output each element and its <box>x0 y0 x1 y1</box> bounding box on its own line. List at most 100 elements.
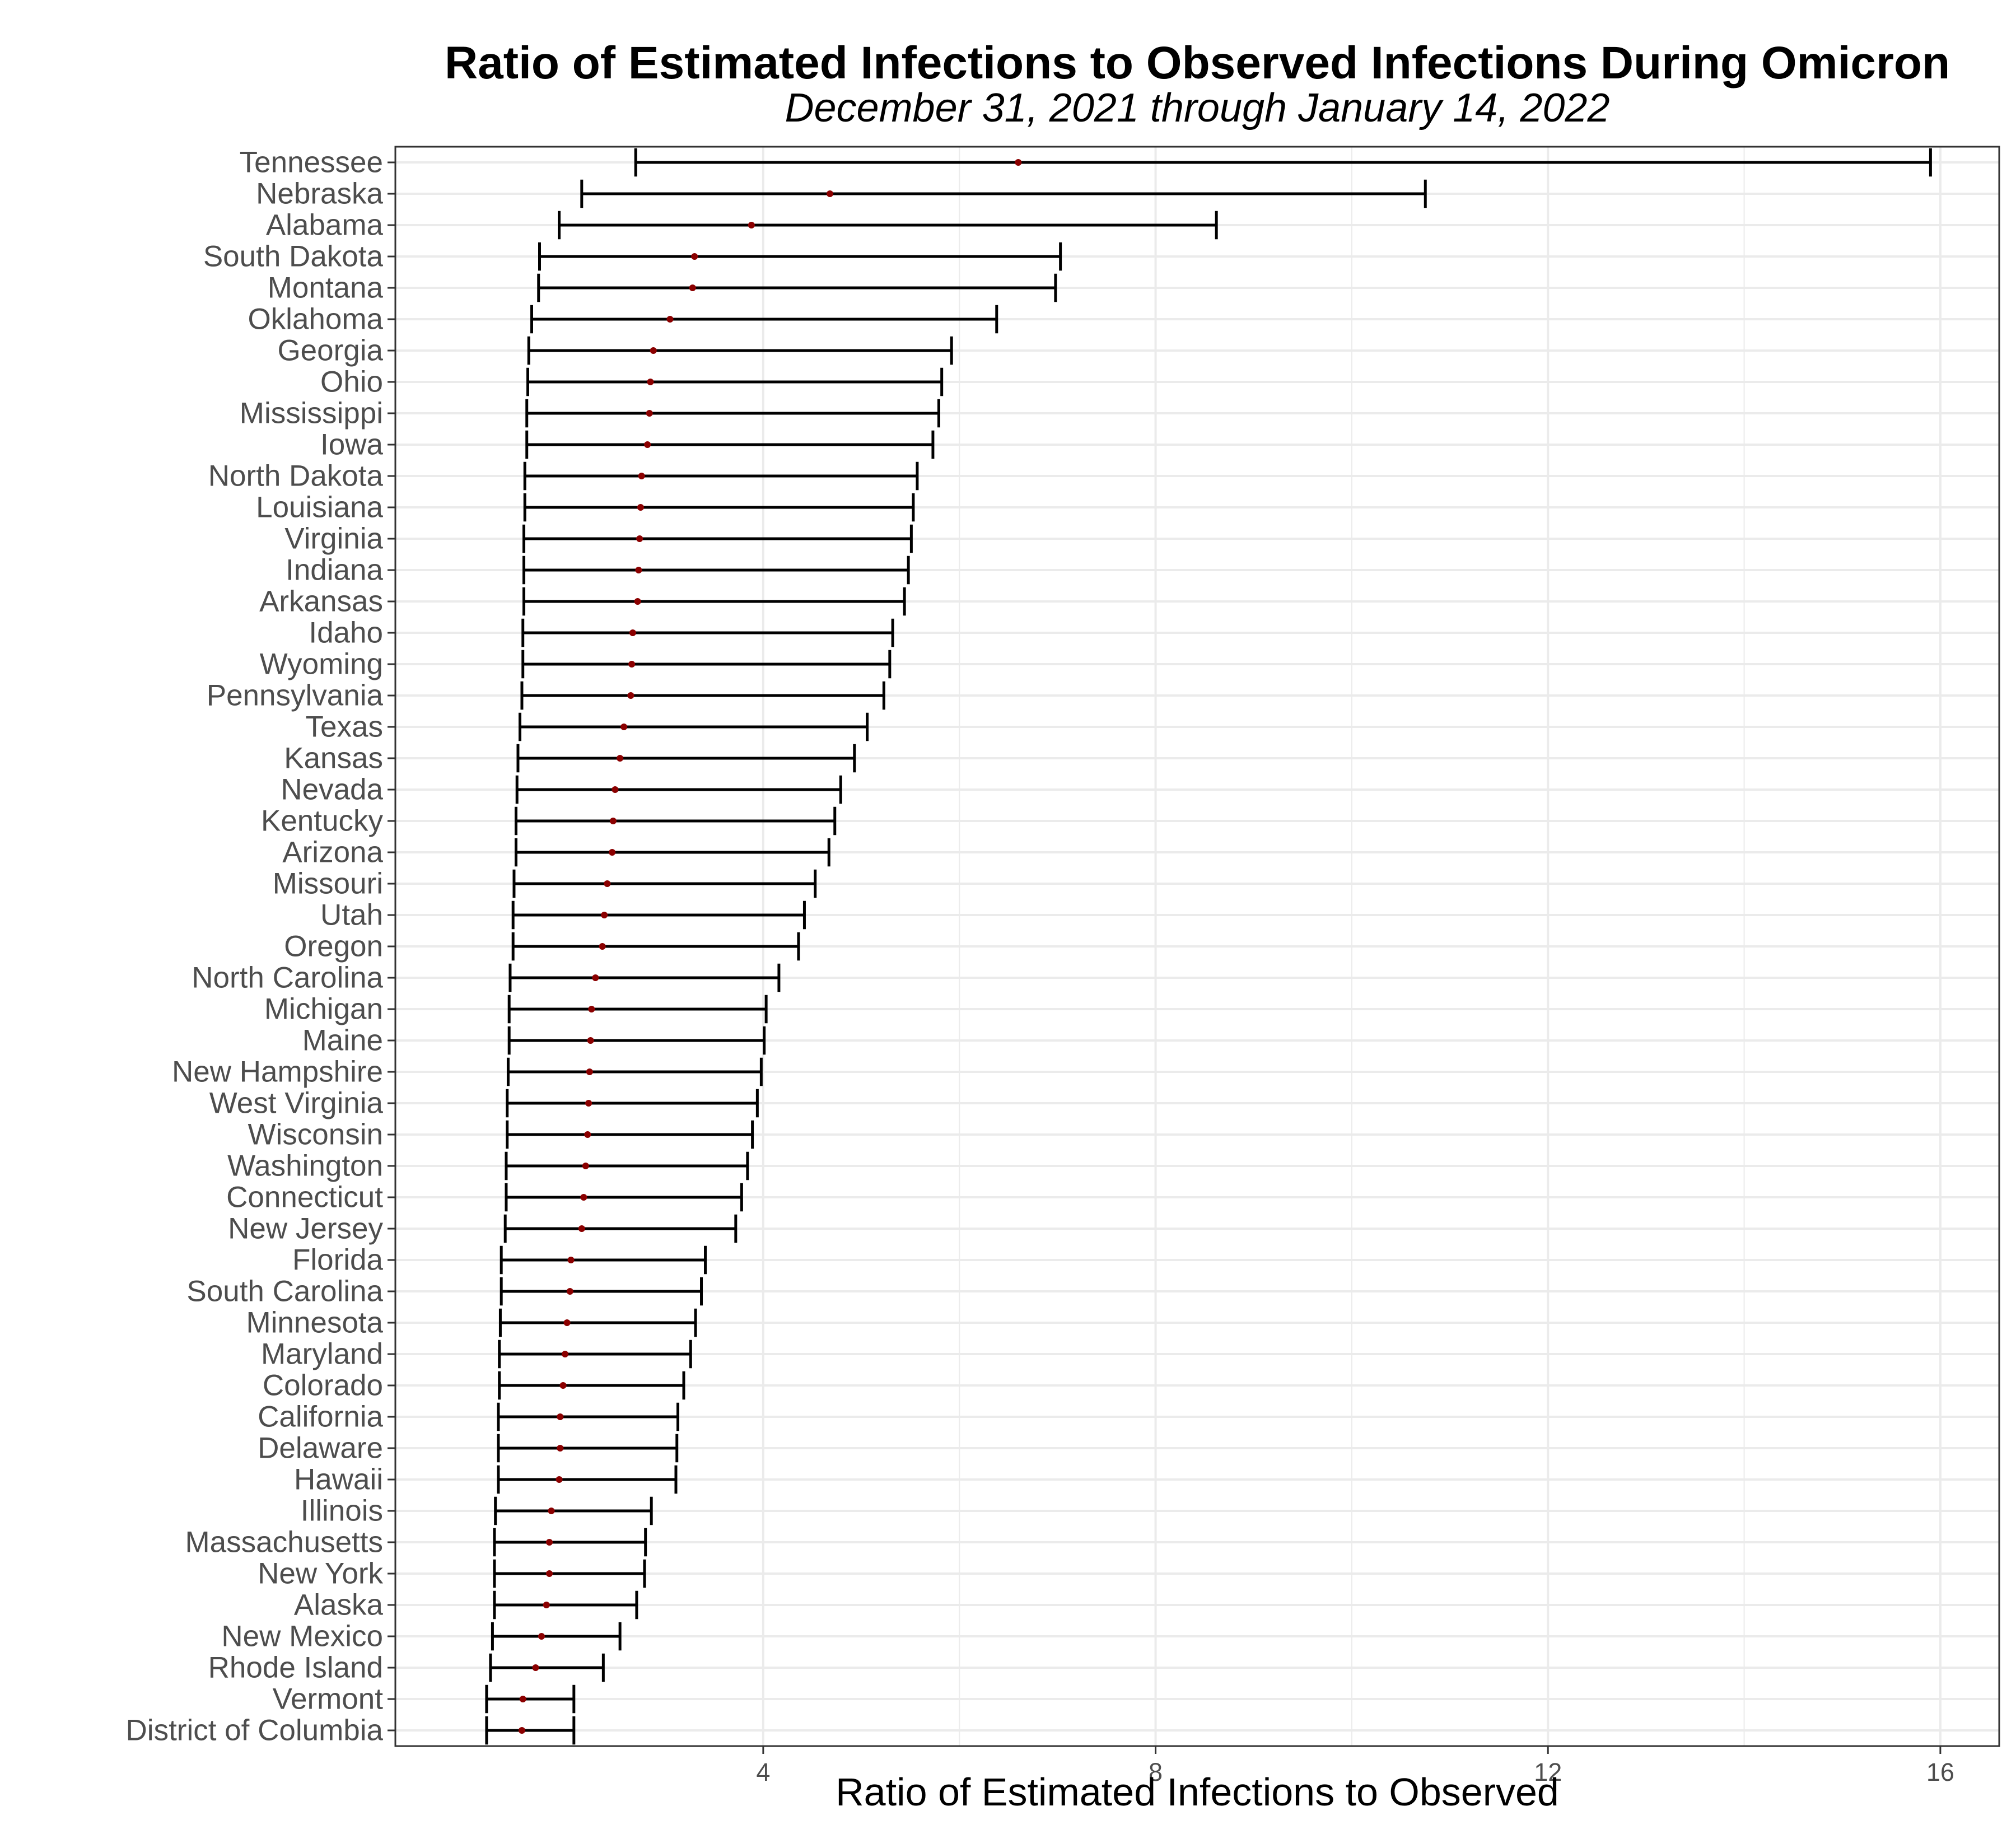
y-tick-label-alabama: Alabama <box>266 209 384 242</box>
estimate-points-layer <box>518 159 1022 1734</box>
y-tick-label-georgia: Georgia <box>277 334 383 367</box>
estimate-point-oregon <box>599 943 606 950</box>
estimate-point-nevada <box>612 786 619 793</box>
estimate-point-nebraska <box>826 190 833 197</box>
y-tick-label-vermont: Vermont <box>273 1683 384 1716</box>
y-tick-label-nebraska: Nebraska <box>256 178 383 211</box>
x-tick-label: 8 <box>1149 1758 1163 1786</box>
x-tick-label: 12 <box>1534 1758 1562 1786</box>
y-tick-label-iowa: Iowa <box>320 428 383 461</box>
estimate-point-ohio <box>647 379 654 385</box>
estimate-point-massachusetts <box>546 1539 553 1546</box>
y-tick-label-missouri: Missouri <box>273 867 383 900</box>
estimate-point-georgia <box>650 347 657 354</box>
y-tick-label-district-of-columbia: District of Columbia <box>126 1714 384 1747</box>
estimate-point-connecticut <box>580 1194 587 1201</box>
estimate-point-north-dakota <box>638 473 645 479</box>
estimate-point-washington <box>582 1163 589 1169</box>
y-tick-label-maryland: Maryland <box>261 1338 383 1371</box>
estimate-point-south-dakota <box>691 253 698 260</box>
y-tick-label-minnesota: Minnesota <box>246 1306 383 1340</box>
estimate-point-utah <box>601 912 608 918</box>
y-tick-label-texas: Texas <box>306 711 383 744</box>
y-tick-label-colorado: Colorado <box>263 1369 383 1402</box>
y-tick-label-oregon: Oregon <box>284 930 383 963</box>
y-tick-label-oklahoma: Oklahoma <box>248 303 383 336</box>
y-tick-label-north-carolina: North Carolina <box>192 962 383 995</box>
estimate-point-hawaii <box>556 1476 563 1483</box>
y-tick-label-south-dakota: South Dakota <box>203 240 384 273</box>
estimate-point-new-york <box>546 1570 553 1577</box>
estimate-point-district-of-columbia <box>518 1727 525 1734</box>
estimate-point-north-carolina <box>592 974 599 981</box>
y-tick-label-south-carolina: South Carolina <box>186 1275 383 1308</box>
estimate-point-alabama <box>748 222 755 228</box>
chart-title: Ratio of Estimated Infections to Observe… <box>444 38 1950 88</box>
y-tick-label-wyoming: Wyoming <box>260 648 383 681</box>
estimate-point-wisconsin <box>584 1131 591 1138</box>
error-bars-layer <box>485 148 1932 1745</box>
x-axis-ticks: 4 8 12 16 <box>756 1746 1954 1786</box>
x-tick-label: 4 <box>756 1758 770 1786</box>
estimate-point-maryland <box>562 1351 569 1357</box>
y-tick-label-montana: Montana <box>268 272 384 305</box>
y-tick-label-nevada: Nevada <box>281 773 383 806</box>
estimate-point-new-mexico <box>538 1633 545 1640</box>
y-tick-label-illinois: Illinois <box>301 1495 383 1528</box>
estimate-point-montana <box>689 284 696 291</box>
estimate-point-delaware <box>557 1445 564 1452</box>
estimate-point-vermont <box>519 1696 526 1702</box>
y-tick-label-new-jersey: New Jersey <box>228 1212 383 1245</box>
y-tick-label-california: California <box>258 1401 383 1434</box>
y-tick-label-maine: Maine <box>302 1024 383 1057</box>
y-tick-label-ohio: Ohio <box>320 366 383 399</box>
estimate-point-iowa <box>644 441 651 448</box>
y-tick-label-new-hampshire: New Hampshire <box>172 1056 383 1089</box>
y-tick-label-pennsylvania: Pennsylvania <box>207 679 384 712</box>
x-tick-label: 16 <box>1926 1758 1954 1786</box>
y-tick-label-tennessee: Tennessee <box>240 146 383 179</box>
estimate-point-michigan <box>588 1006 595 1012</box>
estimate-point-south-carolina <box>566 1288 573 1295</box>
estimate-point-maine <box>587 1037 594 1044</box>
estimate-point-minnesota <box>563 1319 571 1326</box>
estimate-point-illinois <box>548 1508 555 1514</box>
estimate-point-wyoming <box>628 661 636 668</box>
y-tick-label-michigan: Michigan <box>264 993 383 1026</box>
y-tick-label-west-virginia: West Virginia <box>209 1087 384 1120</box>
y-tick-label-wisconsin: Wisconsin <box>248 1118 383 1151</box>
y-tick-label-idaho: Idaho <box>309 617 383 650</box>
y-tick-label-indiana: Indiana <box>286 554 383 587</box>
y-tick-label-north-dakota: North Dakota <box>208 460 384 493</box>
estimate-point-arkansas <box>634 598 641 605</box>
estimate-point-alaska <box>543 1602 550 1608</box>
estimate-point-texas <box>620 724 628 730</box>
estimate-point-virginia <box>636 535 643 542</box>
y-tick-label-rhode-island: Rhode Island <box>208 1651 383 1684</box>
estimate-point-west-virginia <box>585 1100 592 1107</box>
estimate-point-arizona <box>609 849 616 856</box>
y-tick-label-utah: Utah <box>320 899 383 932</box>
y-tick-label-massachusetts: Massachusetts <box>185 1526 383 1559</box>
estimate-point-louisiana <box>637 504 644 511</box>
estimate-point-tennessee <box>1015 159 1022 166</box>
y-tick-label-arkansas: Arkansas <box>259 585 383 618</box>
estimate-point-colorado <box>559 1382 567 1389</box>
y-tick-label-florida: Florida <box>292 1244 384 1277</box>
y-tick-label-kansas: Kansas <box>284 742 383 775</box>
estimate-point-florida <box>567 1257 575 1263</box>
y-tick-label-alaska: Alaska <box>294 1589 384 1622</box>
x-axis-label: Ratio of Estimated Infections to Observe… <box>836 1770 1559 1814</box>
estimate-point-new-hampshire <box>586 1068 593 1075</box>
estimate-point-kentucky <box>609 818 617 824</box>
y-tick-label-delaware: Delaware <box>258 1432 383 1465</box>
estimate-point-mississippi <box>646 410 653 417</box>
y-tick-label-arizona: Arizona <box>282 836 383 869</box>
y-tick-label-mississippi: Mississippi <box>240 397 383 430</box>
estimate-point-missouri <box>604 880 611 887</box>
estimate-point-pennsylvania <box>627 692 634 699</box>
estimate-point-idaho <box>629 629 636 636</box>
estimate-point-kansas <box>617 755 624 762</box>
